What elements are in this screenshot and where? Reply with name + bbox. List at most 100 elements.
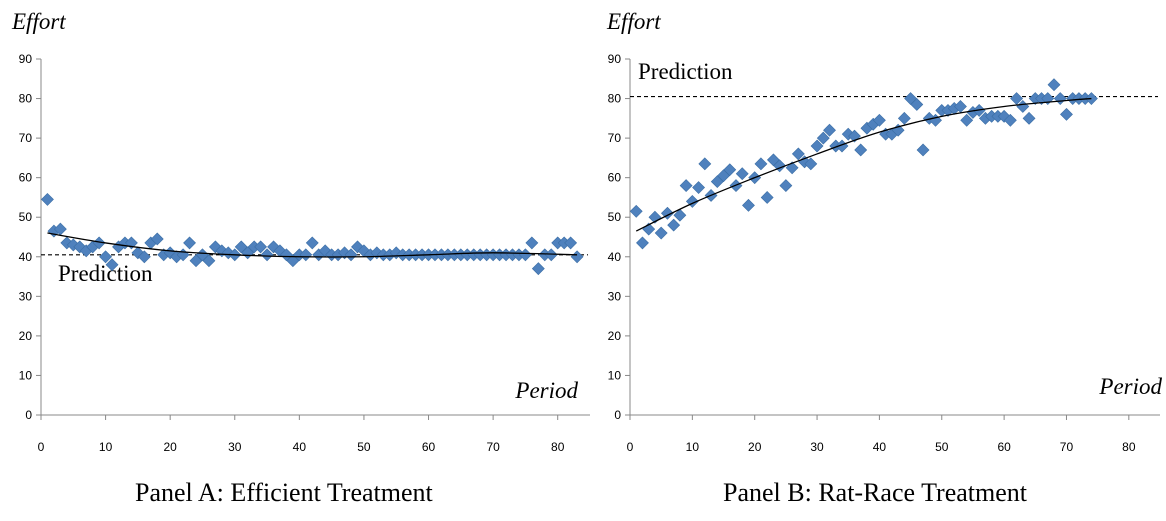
data-point-a-41 <box>299 248 313 262</box>
y-tick-label: 50 <box>608 210 622 224</box>
data-point-b-29 <box>804 157 818 171</box>
data-point-b-7 <box>667 218 681 232</box>
y-tick-label: 90 <box>19 52 33 66</box>
data-point-a-36 <box>267 240 280 254</box>
y-tick-label: 10 <box>19 368 33 382</box>
data-point-a-16 <box>137 250 151 264</box>
data-point-a-42 <box>305 236 319 250</box>
x-tick-label: 50 <box>935 440 949 454</box>
y-tick-label: 40 <box>19 250 33 264</box>
x-tick-label: 70 <box>486 440 500 454</box>
data-point-a-26 <box>202 254 216 268</box>
x-axis-title: Period <box>514 378 578 403</box>
data-point-a-77 <box>531 262 545 276</box>
y-tick-label: 80 <box>19 92 33 106</box>
data-point-b-11 <box>692 181 706 194</box>
data-point-b-69 <box>1053 92 1067 105</box>
x-tick-label: 30 <box>810 440 824 454</box>
x-tick-label: 80 <box>551 440 565 454</box>
data-point-b-61 <box>1003 113 1017 127</box>
y-tick-label: 30 <box>608 289 622 303</box>
data-point-b-44 <box>897 111 911 125</box>
data-point-a-11 <box>105 258 119 272</box>
y-tick-label: 60 <box>19 171 33 185</box>
y-tick-label: 0 <box>614 408 621 422</box>
x-tick-label: 30 <box>228 440 242 454</box>
y-tick-label: 10 <box>608 368 622 382</box>
panel-a: 0 10 20 30 40 50 60 70 80 90 0 10 20 30 40 50 60 70 80 Effo… <box>0 0 590 475</box>
data-point-a-31 <box>234 240 248 254</box>
x-tick-label: 80 <box>1122 440 1136 454</box>
data-point-b-5 <box>654 226 668 240</box>
data-point-a-35 <box>260 248 274 262</box>
chart-panel-b: 0 10 20 30 40 50 60 70 80 90 0 10 20 30 40 50 60 70 80 Effo… <box>606 9 1162 454</box>
data-point-a-34 <box>254 240 268 254</box>
data-point-b-19 <box>742 198 755 212</box>
data-point-a-79 <box>544 248 558 262</box>
x-tick-label: 10 <box>99 440 113 454</box>
data-point-b-47 <box>916 143 930 157</box>
trend-line <box>635 97 1092 232</box>
x-tick-label: 40 <box>873 440 887 454</box>
y-tick-label: 60 <box>608 171 622 185</box>
data-point-b-22 <box>760 191 774 204</box>
prediction-label: Prediction <box>58 261 153 286</box>
data-point-b-18 <box>735 167 749 181</box>
data-point-b-68 <box>1047 78 1061 92</box>
data-point-b-31 <box>816 131 830 145</box>
y-tick-label: 80 <box>608 92 622 106</box>
data-point-a-83 <box>570 250 584 264</box>
data-point-b-27 <box>791 147 805 161</box>
data-point-a-75 <box>518 248 532 262</box>
x-axis-title: Period <box>1098 374 1162 399</box>
trend-line <box>47 232 578 258</box>
data-point-b-54 <box>960 113 974 127</box>
x-tick-label: 0 <box>627 440 634 454</box>
data-point-a-23 <box>183 236 196 250</box>
data-point-b-67 <box>1041 92 1055 105</box>
data-point-a-10 <box>99 250 113 264</box>
y-tick-label: 70 <box>19 131 33 145</box>
y-tick-label: 40 <box>608 250 622 264</box>
y-tick-label: 50 <box>19 210 33 224</box>
x-tick-label: 70 <box>1060 440 1074 454</box>
y-tick-label: 90 <box>608 52 622 66</box>
data-point-b-16 <box>723 163 737 177</box>
y-tick-label: 20 <box>19 329 33 343</box>
data-point-b-70 <box>1060 107 1073 121</box>
y-tick-label: 20 <box>608 329 622 343</box>
x-tick-label: 40 <box>293 440 307 454</box>
y-axis-title: Effort <box>11 9 66 34</box>
x-tick-label: 60 <box>422 440 436 454</box>
y-tick-label: 0 <box>25 408 32 422</box>
data-point-a-1 <box>41 192 54 206</box>
data-point-a-6 <box>73 240 87 254</box>
data-point-b-36 <box>848 129 861 143</box>
data-point-b-30 <box>810 139 824 153</box>
data-point-a-48 <box>344 248 358 262</box>
data-point-b-25 <box>779 179 793 193</box>
data-point-b-74 <box>1084 92 1098 105</box>
data-point-b-24 <box>773 159 787 173</box>
y-axis-title: Effort <box>606 9 661 34</box>
data-point-b-60 <box>997 109 1011 123</box>
x-tick-label: 10 <box>686 440 700 454</box>
x-tick-label: 20 <box>748 440 762 454</box>
chart-panel-a: 0 10 20 30 40 50 60 70 80 90 0 10 20 30 40 50 60 70 80 Effo… <box>11 9 590 454</box>
data-point-b-6 <box>660 206 674 220</box>
data-point-a-82 <box>564 236 578 250</box>
data-point-a-18 <box>150 232 164 246</box>
y-tick-label: 70 <box>608 131 622 145</box>
data-point-b-46 <box>910 98 924 111</box>
data-point-b-8 <box>673 208 687 222</box>
data-point-b-9 <box>679 179 693 193</box>
x-tick-label: 60 <box>997 440 1011 454</box>
x-tick-label: 20 <box>163 440 177 454</box>
data-point-b-40 <box>872 113 886 127</box>
panel-b: 0 10 20 30 40 50 60 70 80 90 0 10 20 30 40 50 60 70 80 Effo… <box>590 0 1166 475</box>
data-point-b-32 <box>823 123 836 137</box>
data-point-a-76 <box>525 236 539 250</box>
prediction-label: Prediction <box>638 59 733 84</box>
panel-b-caption: Panel B: Rat-Race Treatment <box>723 478 1028 507</box>
x-tick-label: 50 <box>357 440 371 454</box>
